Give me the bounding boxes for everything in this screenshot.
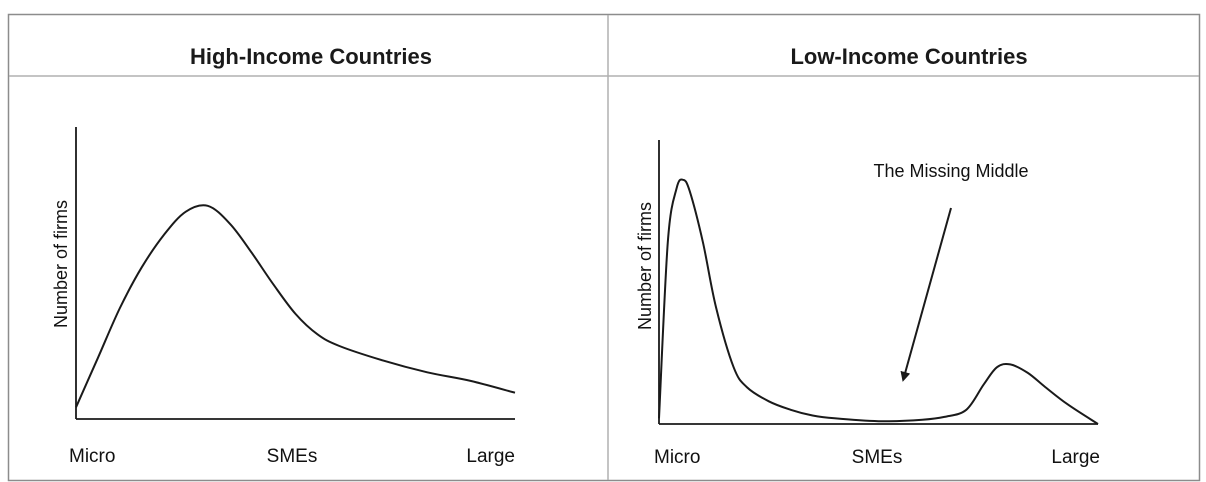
x-tick-micro-high-income: Micro	[69, 446, 115, 467]
panel-low-income: Low-Income Countries Number of firms Mic…	[635, 44, 1100, 468]
x-tick-micro-low-income: Micro	[654, 447, 700, 468]
panel-high-income: High-Income Countries Number of firms Mi…	[51, 44, 516, 467]
y-axis-label-high-income: Number of firms	[51, 200, 71, 328]
annotation-arrow	[900, 207, 952, 382]
x-tick-smes-low-income: SMEs	[852, 447, 903, 468]
x-tick-large-high-income: Large	[466, 446, 515, 467]
x-tick-large-low-income: Large	[1051, 447, 1100, 468]
panel-title-low-income: Low-Income Countries	[790, 44, 1027, 69]
panel-title-high-income: High-Income Countries	[190, 44, 432, 69]
annotation-missing-middle: The Missing Middle	[873, 161, 1028, 181]
series-line-high-income	[75, 204, 516, 408]
y-axis-label-low-income: Number of firms	[635, 202, 655, 330]
table-frame	[7, 13, 1201, 482]
series-line-low-income	[658, 178, 1099, 425]
x-tick-smes-high-income: SMEs	[267, 446, 318, 467]
